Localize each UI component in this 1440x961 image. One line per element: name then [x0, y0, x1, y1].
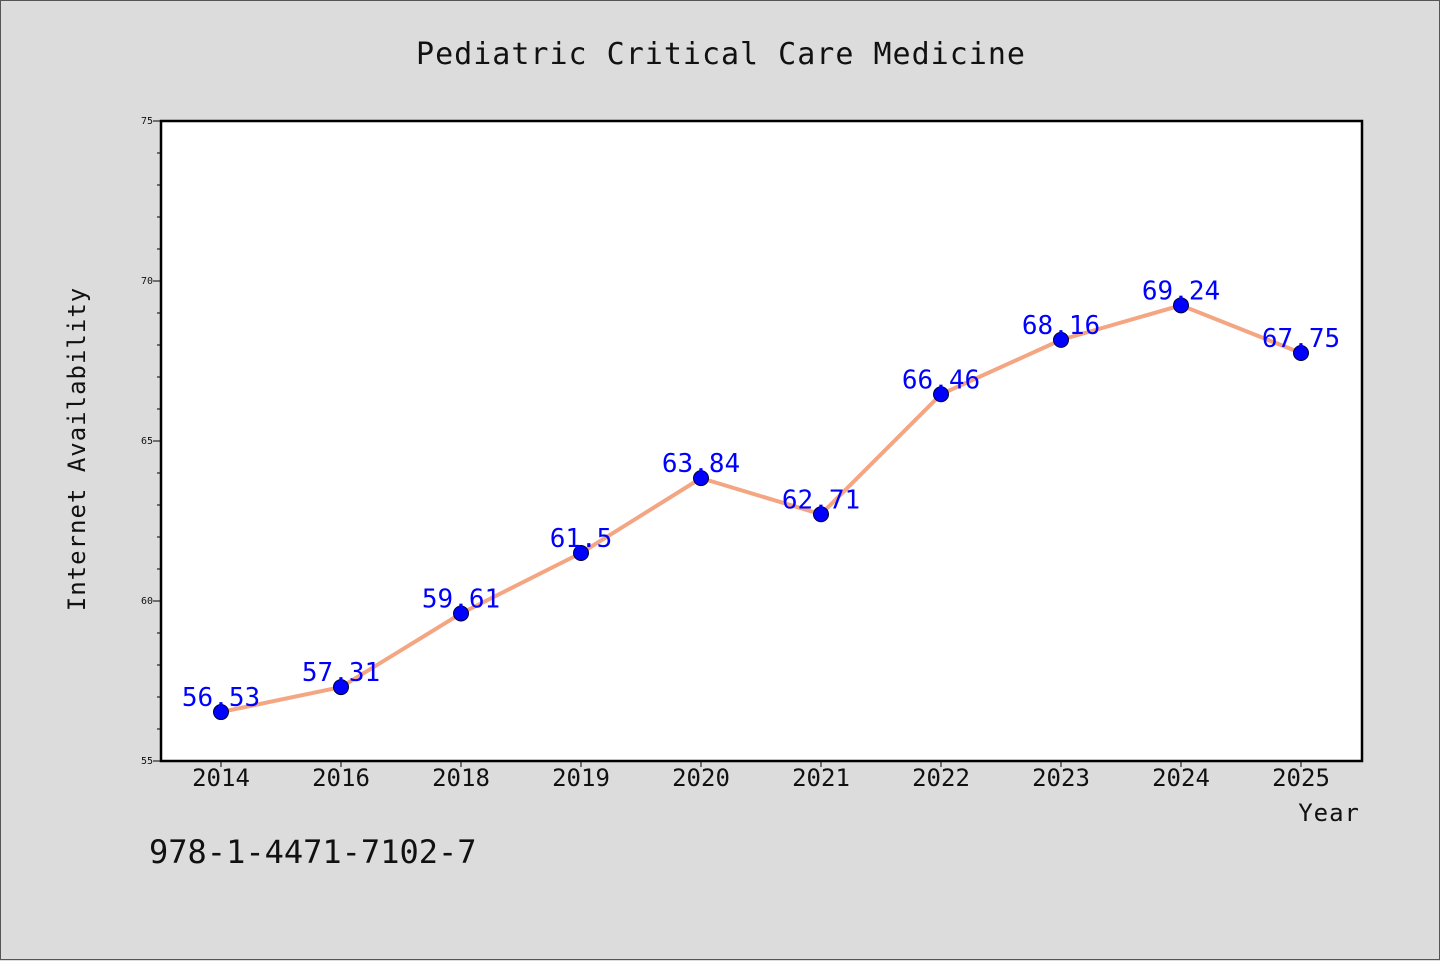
x-tick-label: 2019: [552, 764, 610, 792]
data-label: 62.71: [782, 485, 860, 515]
x-tick-label: 2020: [672, 764, 730, 792]
y-tick-label: 65: [141, 436, 153, 447]
data-label: 61.5: [550, 524, 613, 554]
data-label: 63.84: [662, 449, 740, 479]
series-group: 56.53 57.31 59.61 61.5 63.84 62.71 66.46 68.16 6…: [182, 276, 1340, 721]
data-label: 59.61: [422, 584, 500, 614]
data-point: [1053, 331, 1069, 348]
data-point: [1293, 345, 1309, 361]
data-point: [453, 605, 469, 622]
series-line: [220, 303, 1302, 714]
x-axis: 2014 2016 2018 2019 2020 2021 2022 2023 2024 2025: [192, 761, 1330, 792]
data-label: 66.46: [902, 365, 980, 395]
data-label: 69.24: [1142, 276, 1220, 306]
x-tick-label: 2024: [1152, 764, 1210, 792]
data-label: 68.16: [1022, 311, 1100, 341]
y-axis: 55 60 65 70 75: [141, 116, 161, 767]
y-axis-label: Internet Availability: [63, 287, 91, 611]
data-point: [813, 506, 829, 523]
data-point: [573, 545, 589, 561]
x-axis-label: Year: [1298, 799, 1360, 827]
y-tick-label: 55: [141, 756, 153, 767]
data-label: 57.31: [302, 658, 380, 688]
x-tick-label: 2022: [912, 764, 970, 792]
x-tick-label: 2025: [1272, 764, 1330, 792]
x-tick-label: 2016: [312, 764, 370, 792]
isbn-code: 978-1-4471-7102-7: [149, 833, 477, 871]
plot-area: [159, 119, 1364, 763]
y-tick-label: 75: [141, 116, 153, 127]
x-tick-label: 2018: [432, 764, 490, 792]
y-tick-label: 60: [141, 596, 153, 607]
data-point: [933, 386, 949, 403]
chart-title: Pediatric Critical Care Medicine: [416, 37, 1026, 72]
data-point: [333, 679, 349, 696]
x-tick-label: 2021: [792, 764, 850, 792]
data-label: 67.75: [1262, 324, 1340, 354]
x-tick-label: 2014: [192, 764, 250, 792]
x-tick-label: 2023: [1032, 764, 1090, 792]
data-point: [693, 470, 709, 487]
y-tick-label: 70: [141, 276, 153, 287]
data-point: [213, 704, 229, 721]
data-label: 56.53: [182, 683, 260, 713]
data-point: [1173, 297, 1189, 314]
